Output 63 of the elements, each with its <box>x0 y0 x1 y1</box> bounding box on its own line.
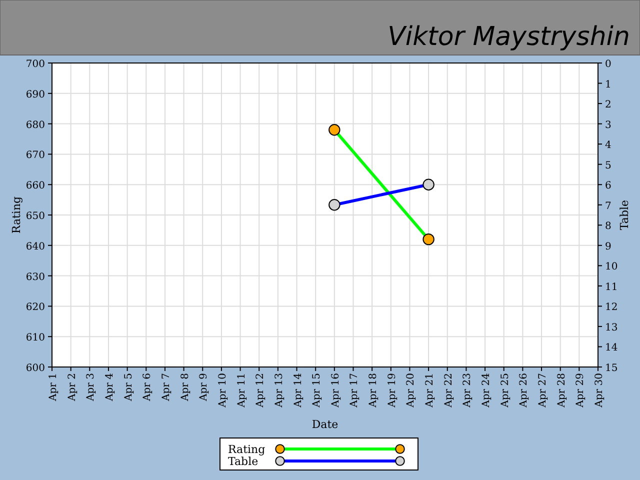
x-tick-label: Apr 27 <box>538 373 549 408</box>
y2-tick-label: 3 <box>605 120 612 131</box>
x-tick-label: Apr 30 <box>594 373 605 408</box>
x-tick-label: Apr 16 <box>330 373 342 408</box>
x-tick-label: Apr 8 <box>180 373 191 402</box>
y2-tick-label: 9 <box>605 241 612 252</box>
x-tick-label: Apr 14 <box>292 373 304 408</box>
y2-tick-label: 5 <box>605 160 612 172</box>
y-tick-label: 630 <box>26 272 45 283</box>
x-tick-label: Apr 23 <box>462 373 474 408</box>
y2-tick-label: 2 <box>605 100 612 111</box>
chart-title: Viktor Maystryshin <box>388 22 630 52</box>
y-axis-title: Rating <box>10 196 23 234</box>
y2-tick-label: 1 <box>605 79 612 90</box>
x-tick-label: Apr 11 <box>236 373 248 408</box>
y-tick-label: 640 <box>26 241 45 252</box>
y2-axis-title: Table <box>618 200 631 230</box>
y-tick-label: 620 <box>26 302 45 314</box>
x-tick-label: Apr 18 <box>368 373 380 408</box>
x-tick-label: Apr 20 <box>406 373 417 408</box>
y-tick-label: 700 <box>26 59 45 70</box>
x-tick-label: Apr 13 <box>274 373 285 408</box>
x-tick-label: Apr 24 <box>481 373 492 408</box>
y-tick-label: 650 <box>26 211 45 222</box>
x-tick-label: Apr 1 <box>48 373 59 402</box>
y-tick-label: 600 <box>26 363 45 374</box>
y2-tick-label: 14 <box>605 342 618 354</box>
x-tick-label: Apr 2 <box>66 373 78 402</box>
y2-tick-label: 15 <box>605 363 618 374</box>
x-tick-label: Apr 9 <box>198 373 210 402</box>
x-tick-label: Apr 5 <box>123 373 134 402</box>
y2-tick-label: 4 <box>605 140 612 152</box>
y2-tick-label: 12 <box>605 302 618 314</box>
x-tick-label: Apr 10 <box>217 373 228 408</box>
y-tick-label: 670 <box>26 150 45 162</box>
y2-tick-label: 0 <box>605 59 612 70</box>
x-tick-label: Apr 26 <box>518 373 530 408</box>
x-tick-label: Apr 6 <box>142 373 154 402</box>
x-tick-label: Apr 15 <box>312 373 323 408</box>
x-tick-label: Apr 19 <box>386 373 398 408</box>
x-tick-label: Apr 25 <box>500 373 511 408</box>
y2-tick-label: 13 <box>605 322 618 334</box>
x-tick-label: Apr 7 <box>160 373 172 402</box>
y-tick-label: 680 <box>26 120 45 131</box>
y2-tick-label: 11 <box>605 282 618 293</box>
x-tick-label: Apr 12 <box>255 373 266 408</box>
y2-tick-label: 8 <box>605 221 612 232</box>
legend-label: Table <box>228 455 258 468</box>
x-tick-label: Apr 28 <box>556 373 568 408</box>
x-tick-label: Apr 22 <box>443 373 454 408</box>
legend-label: Rating <box>228 443 266 456</box>
y2-tick-label: 6 <box>605 180 612 192</box>
x-axis-title: Date <box>312 418 338 431</box>
x-tick-label: Apr 3 <box>86 373 97 402</box>
x-tick-label: Apr 17 <box>349 373 360 408</box>
x-tick-label: Apr 29 <box>575 373 586 408</box>
y-tick-label: 690 <box>26 89 45 100</box>
y2-tick-label: 7 <box>605 200 612 212</box>
x-tick-label: Apr 4 <box>104 373 116 402</box>
y2-tick-label: 10 <box>605 262 618 273</box>
y-tick-label: 660 <box>26 180 45 192</box>
x-tick-label: Apr 21 <box>424 373 436 408</box>
y-tick-label: 610 <box>26 332 45 344</box>
